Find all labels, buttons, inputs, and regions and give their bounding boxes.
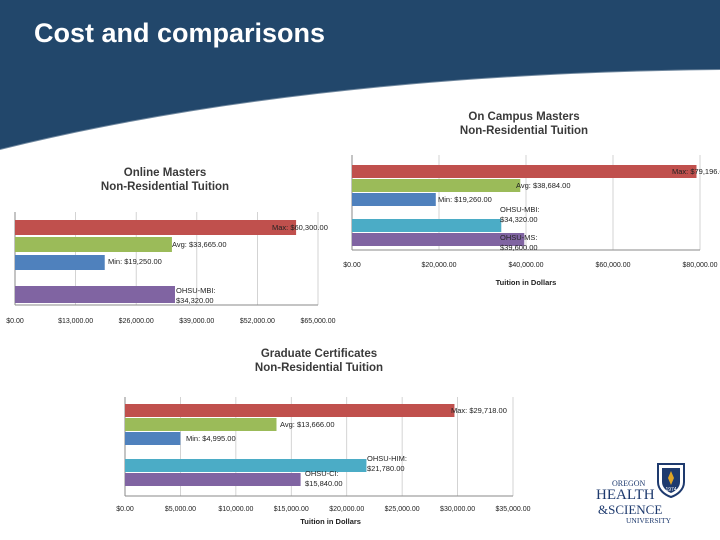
x-tick-label: $25,000.00	[385, 506, 420, 513]
x-tick-label: $35,000.00	[495, 506, 530, 513]
x-tick-label: $20,000.00	[329, 506, 364, 513]
data-label: OHSU-CI:	[305, 469, 339, 478]
logo-line-oregon: OREGON	[612, 479, 646, 488]
slide-title: Cost and comparisons	[34, 18, 326, 48]
data-label: Min: $19,250.00	[108, 257, 162, 266]
chart-title-line: On Campus Masters	[468, 111, 579, 123]
x-tick-label: $80,000.00	[682, 262, 717, 269]
data-label: $34,320.00	[176, 296, 214, 305]
bar-max	[352, 165, 697, 178]
data-label: Avg: $38,684.00	[516, 181, 571, 190]
bar-ohsu-ms	[352, 233, 525, 246]
chart-title-line: Non-Residential Tuition	[101, 181, 229, 193]
chart-title-line: Non-Residential Tuition	[460, 125, 588, 137]
data-label: Min: $4,995.00	[186, 434, 236, 443]
bar-max	[15, 220, 297, 235]
x-tick-label: $13,000.00	[58, 318, 93, 325]
x-tick-label: $26,000.00	[119, 318, 154, 325]
bar-avg	[352, 179, 521, 192]
data-label: Max: $79,196.00	[672, 167, 720, 176]
data-label: Avg: $33,665.00	[172, 240, 227, 249]
header-band-shape	[0, 0, 720, 150]
data-label: OHSU-MS:	[500, 233, 538, 242]
x-tick-label: $30,000.00	[440, 506, 475, 513]
data-label: Avg: $13,666.00	[280, 420, 335, 429]
graduate-certificates-chart: Graduate Certificates Non-Residential Tui…	[116, 348, 530, 526]
ohsu-logo: 1974 OREGON HEALTH &SCIENCE UNIVERSITY	[594, 462, 690, 526]
x-tick-label: $65,000.00	[300, 318, 335, 325]
x-tick-label: $52,000.00	[240, 318, 275, 325]
ohsu-seal-text: 1974	[665, 487, 676, 493]
data-label: $39,600.00	[500, 243, 538, 252]
bar-ohsu-him	[125, 459, 367, 472]
ohsu-shield-icon: 1974	[657, 463, 685, 498]
bar-avg	[15, 237, 172, 252]
data-label: $15,840.00	[305, 479, 343, 488]
x-axis-title: Tuition in Dollars	[496, 278, 557, 287]
bar-min	[15, 255, 105, 270]
x-tick-label: $40,000.00	[508, 262, 543, 269]
logo-line-science: &SCIENCE	[598, 502, 663, 517]
bar-ohsu-mbi	[352, 219, 502, 232]
x-tick-label: $10,000.00	[218, 506, 253, 513]
chart-title-line: Online Masters	[124, 167, 206, 179]
x-tick-label: $0.00	[6, 318, 24, 325]
data-label: OHSU-MBI:	[176, 286, 216, 295]
x-tick-label: $20,000.00	[421, 262, 456, 269]
x-tick-label: $5,000.00	[165, 506, 196, 513]
x-tick-label: $0.00	[343, 262, 361, 269]
bar-ohsu-mbi	[15, 286, 175, 303]
online-masters-chart: Online Masters Non-Residential Tuition $0.…	[6, 167, 335, 325]
header-band-highlight	[0, 69, 720, 151]
header-band	[0, 0, 720, 151]
on-campus-masters-chart: On Campus Masters Non-Residential Tuition…	[343, 111, 720, 287]
chart-title-line: Graduate Certificates	[261, 348, 377, 360]
logo-line-university: UNIVERSITY	[626, 516, 671, 525]
data-label: Min: $19,260.00	[438, 195, 492, 204]
data-label: $21,780.00	[367, 464, 405, 473]
chart-title-line: Non-Residential Tuition	[255, 362, 383, 374]
logo-line-health: HEALTH	[596, 487, 655, 503]
data-label: OHSU-MBI:	[500, 205, 540, 214]
data-label: $34,320.00	[500, 215, 538, 224]
x-tick-label: $0.00	[116, 506, 134, 513]
bar-ohsu-ci	[125, 473, 301, 486]
bar-max	[125, 404, 455, 417]
data-label: Max: $29,718.00	[451, 406, 507, 415]
data-label: Max: $60,300.00	[272, 223, 328, 232]
bar-min	[125, 432, 181, 445]
data-label: OHSU-HIM:	[367, 454, 407, 463]
x-axis-title: Tuition in Dollars	[300, 517, 361, 526]
bar-avg	[125, 418, 277, 431]
x-tick-label: $15,000.00	[274, 506, 309, 513]
bar-min	[352, 193, 436, 206]
x-tick-label: $39,000.00	[179, 318, 214, 325]
x-tick-label: $60,000.00	[595, 262, 630, 269]
